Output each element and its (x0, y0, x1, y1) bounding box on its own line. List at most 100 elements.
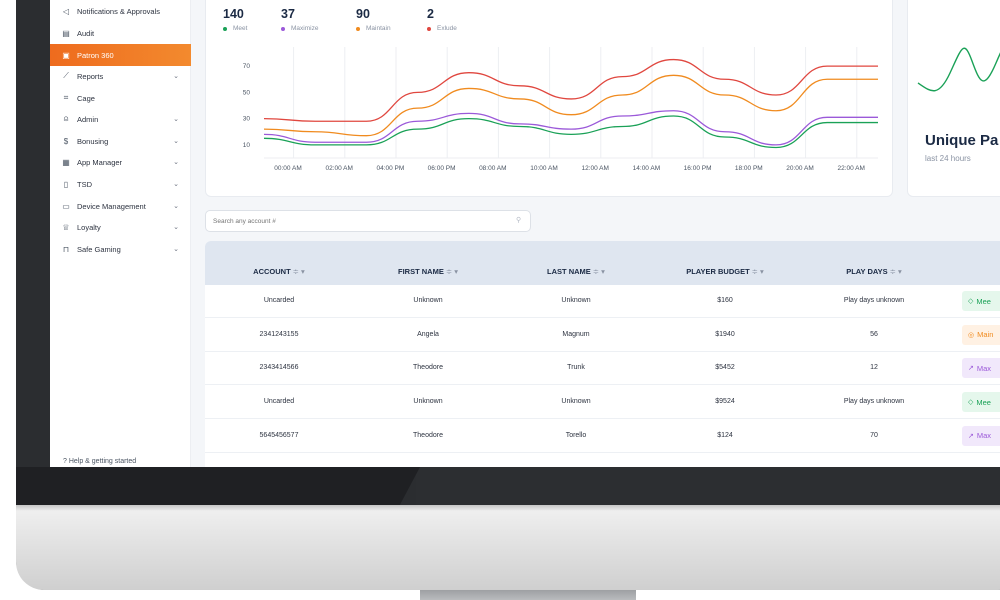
megaphone-icon: ◁ (62, 6, 70, 16)
x-tick-label: 00:00 AM (274, 165, 301, 172)
sidebar-item-notifications-approvals[interactable]: ◁ Notifications & Approvals (50, 0, 191, 22)
x-tick-label: 20:00 AM (786, 165, 813, 172)
sidebar-item-admin[interactable]: ⍝ Admin ⌄ (50, 108, 191, 130)
table-row[interactable]: 5645456577 Theodore Torello $124 70 ↗ Max (205, 420, 1000, 453)
stat-label-row: Exlude (427, 25, 457, 32)
column-header-account[interactable]: ACCOUNT ≑ ▾ (253, 267, 305, 276)
column-header-label: ACCOUNT (253, 267, 291, 276)
account-search-input[interactable] (205, 210, 531, 232)
sidebar-item-audit[interactable]: ▤ Audit (50, 22, 191, 44)
search-icon[interactable]: ⚲ (516, 217, 522, 224)
series-line-0 (263, 58, 878, 122)
column-header-first-name[interactable]: FIRST NAME ≑ ▾ (398, 267, 458, 276)
x-tick-label: 08:00 AM (479, 165, 506, 172)
monitor-icon: ▭ (62, 201, 70, 211)
sidebar-item-patron-360[interactable]: ▣ Patron 360 (50, 44, 191, 66)
help-link[interactable]: ? Help & getting started (63, 458, 137, 465)
chevron-down-icon: ⌄ (173, 224, 179, 231)
segment-label: Main (977, 330, 994, 340)
segment-badge[interactable]: ↗ Max (962, 425, 1000, 446)
cell-days: 70 (870, 431, 878, 439)
legend-dot (427, 26, 431, 31)
segment-icon: ◎ (968, 331, 975, 339)
segment-icon: ↗ (968, 432, 974, 440)
chevron-down-icon: ⌄ (173, 159, 179, 166)
column-header-play-days[interactable]: PLAY DAYS ≑ ▾ (846, 267, 902, 276)
segment-label: Mee (976, 296, 991, 306)
cell-first: Unknown (413, 297, 443, 304)
cell-account: Uncarded (263, 398, 295, 406)
monitor-stand (420, 590, 636, 600)
cell-account: 2343414566 (259, 364, 299, 372)
segment-icon: ↗ (968, 365, 974, 373)
bezel-reflection (416, 467, 1000, 505)
grid-icon: ▦ (62, 157, 70, 167)
sort-icon[interactable]: ≑ ▾ (292, 267, 305, 276)
sidebar-item-label: Loyalty (77, 222, 101, 232)
chevron-down-icon: ⌄ (173, 138, 179, 145)
cell-days: 56 (870, 330, 878, 338)
sidebar-item-loyalty[interactable]: ♕ Loyalty ⌄ (50, 216, 191, 238)
stat-value: 140 (223, 7, 244, 21)
x-tick-label: 12:00 AM (581, 165, 608, 172)
sidebar-item-label: Audit (77, 28, 95, 38)
sidebar-item-tsd[interactable]: ▯ TSD ⌄ (50, 173, 191, 195)
sidebar-item-app-manager[interactable]: ▦ App Manager ⌄ (50, 151, 191, 173)
column-header-label: PLAYER BUDGET (686, 267, 750, 276)
sort-icon[interactable]: ≑ ▾ (445, 267, 458, 276)
cell-last: Torello (565, 431, 587, 439)
cell-budget: $1940 (715, 330, 735, 338)
stat-maintain: 90 Maintain (356, 7, 391, 32)
id-card-icon: ▣ (62, 50, 70, 60)
y-tick-label: 30 (243, 116, 251, 123)
column-header-last-name[interactable]: LAST NAME ≑ ▾ (547, 267, 605, 276)
table-row[interactable]: 2343414566 Theodore Trunk $5452 12 ↗ Max (205, 352, 1000, 386)
series-line-1 (263, 74, 878, 137)
sort-icon[interactable]: ≑ ▾ (751, 267, 764, 276)
chevron-down-icon: ⌄ (173, 116, 179, 123)
cell-last: Magnum (562, 330, 590, 338)
series-line-2 (263, 110, 878, 146)
cell-first: Unknown (413, 398, 443, 406)
sidebar-item-label: Cage (77, 93, 95, 103)
sidebar-item-device-management[interactable]: ▭ Device Management ⌄ (50, 195, 191, 217)
sidebar-item-label: Reports (77, 71, 104, 81)
segment-badge[interactable]: ◎ Main (962, 324, 1000, 345)
cell-budget: $9524 (715, 398, 735, 406)
segment-badge[interactable]: ◇ Mee (962, 291, 1000, 311)
segment-label: Max (976, 363, 992, 373)
sparkline (917, 47, 1000, 92)
x-tick-label: 06:00 PM (428, 165, 456, 172)
stat-exlude: 2 Exlude (427, 7, 457, 32)
chevron-down-icon: ⌄ (173, 203, 179, 210)
monitor-chin (16, 505, 1000, 590)
segment-badge[interactable]: ◇ Mee (962, 392, 1000, 413)
sidebar-item-cage[interactable]: ⌗ Cage (50, 87, 191, 109)
legend-dot (356, 26, 360, 31)
line-chart-icon: ⟋ (63, 71, 69, 80)
sort-icon[interactable]: ≑ ▾ (889, 267, 902, 276)
sidebar-item-reports[interactable]: ⟋ Reports ⌄ (50, 65, 191, 87)
sidebar-item-label: Notifications & Approvals (77, 6, 160, 16)
user-icon: ⍝ (63, 114, 69, 123)
cell-account: Uncarded (263, 297, 295, 304)
series-line-3 (263, 115, 878, 149)
segment-badge[interactable]: ↗ Max (962, 358, 1000, 379)
column-header-player-budget[interactable]: PLAYER BUDGET ≑ ▾ (686, 267, 764, 276)
cell-first: Theodore (413, 364, 443, 372)
table-row[interactable]: Uncarded Unknown Unknown $9524 Play days unk… (205, 386, 1000, 420)
stat-label: Meet (233, 25, 248, 32)
cell-days: 12 (870, 364, 878, 372)
scan-icon: ⌗ (63, 93, 69, 102)
segment-icon: ◇ (968, 298, 974, 305)
sidebar-item-bonusing[interactable]: $ Bonusing ⌄ (50, 130, 191, 152)
x-tick-label: 14:00 AM (633, 165, 660, 172)
cell-first: Theodore (413, 431, 443, 439)
sidebar-item-label: Safe Gaming (77, 244, 121, 254)
sort-icon[interactable]: ≑ ▾ (592, 267, 605, 276)
table-row[interactable]: 2341243155 Angela Magnum $1940 56 ◎ Main (205, 319, 1000, 352)
cell-last: Unknown (561, 297, 591, 304)
table-row[interactable]: Uncarded Unknown Unknown $160 Play days unkn… (205, 285, 1000, 318)
cell-last: Trunk (567, 364, 585, 372)
sidebar-item-safe-gaming[interactable]: ⊓ Safe Gaming ⌄ (50, 238, 191, 260)
